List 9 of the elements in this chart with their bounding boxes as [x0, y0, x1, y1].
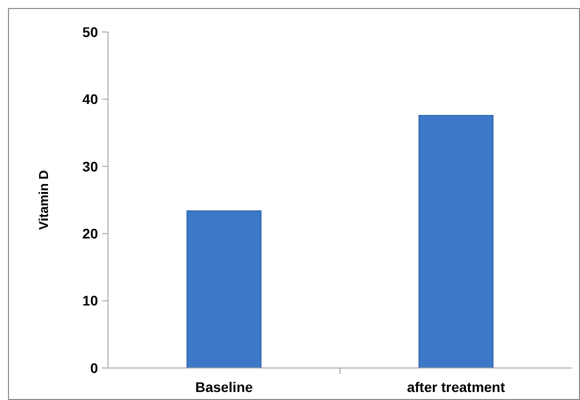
y-tick-label: 50: [82, 24, 98, 40]
x-tick-label: after treatment: [406, 379, 506, 395]
y-tick-label: 40: [82, 91, 98, 108]
y-tick-label: 30: [82, 158, 98, 174]
x-tick-label: Baseline: [195, 379, 254, 395]
y-axis-title: Vitamin D: [36, 170, 51, 230]
y-tick-label: 10: [82, 292, 98, 309]
y-tick-label: 20: [82, 226, 98, 242]
y-tick-label: 0: [90, 360, 98, 376]
